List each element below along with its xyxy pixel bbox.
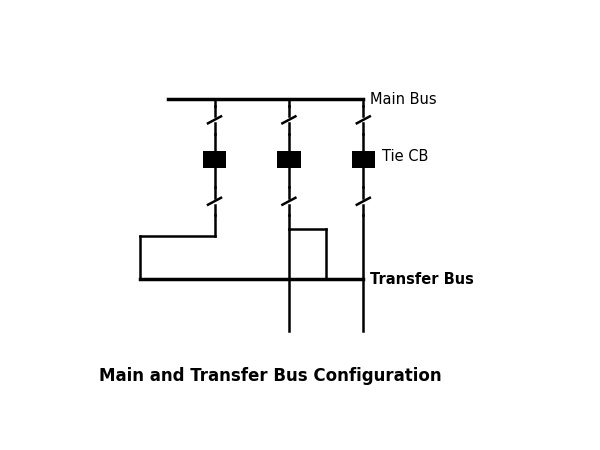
Bar bbox=[352, 151, 375, 168]
Text: Tie CB: Tie CB bbox=[382, 148, 428, 164]
Bar bbox=[203, 151, 226, 168]
Bar bbox=[277, 151, 301, 168]
Text: Main and Transfer Bus Configuration: Main and Transfer Bus Configuration bbox=[99, 367, 442, 385]
Text: Transfer Bus: Transfer Bus bbox=[370, 272, 474, 287]
Text: Main Bus: Main Bus bbox=[370, 91, 437, 107]
